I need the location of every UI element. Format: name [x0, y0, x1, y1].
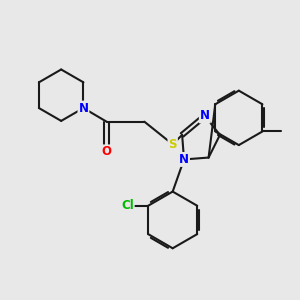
Text: O: O [101, 146, 112, 158]
Text: Cl: Cl [121, 199, 134, 212]
Text: S: S [168, 138, 177, 151]
Text: N: N [78, 101, 88, 115]
Text: N: N [200, 110, 210, 122]
Text: N: N [179, 153, 189, 166]
